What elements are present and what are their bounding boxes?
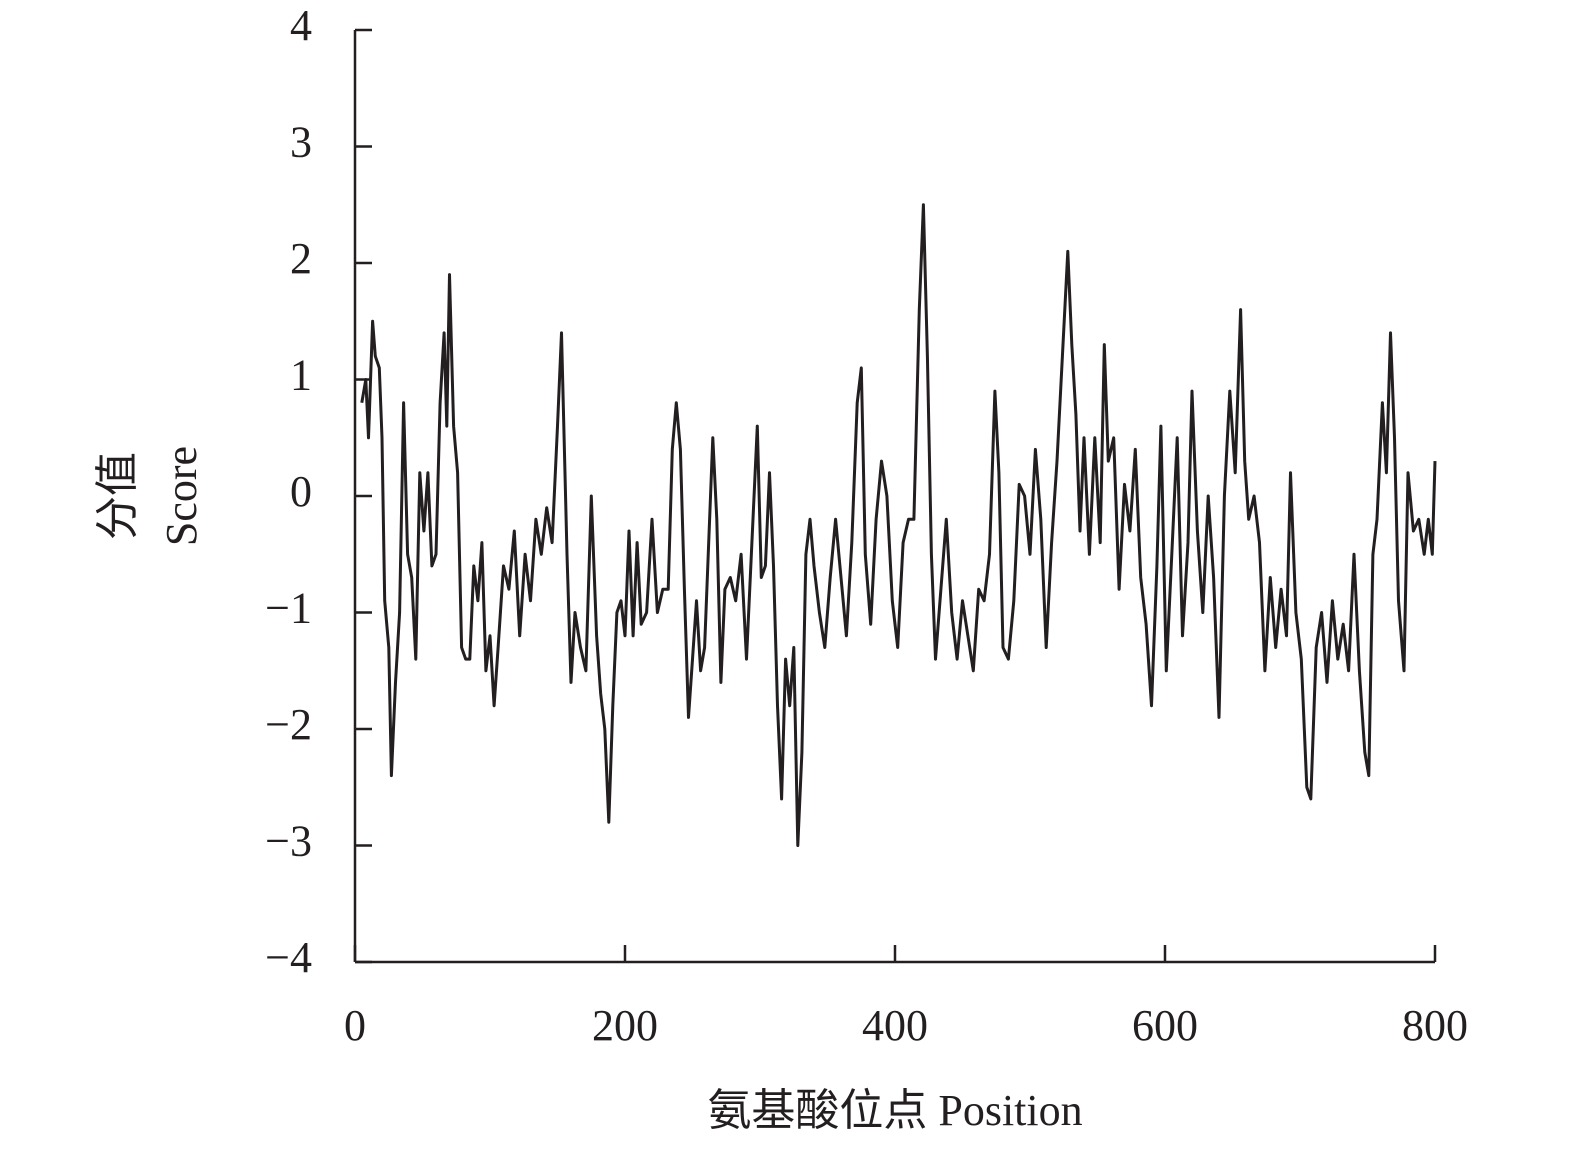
y-tick-label: 4 xyxy=(290,1,312,50)
y-tick-label: −3 xyxy=(265,817,312,866)
x-axis-title: 氨基酸位点 Position xyxy=(707,1086,1082,1135)
x-tick-label: 200 xyxy=(592,1001,658,1050)
x-tick-label: 400 xyxy=(862,1001,928,1050)
y-tick-label: −4 xyxy=(265,933,312,982)
y-tick-label: −1 xyxy=(265,584,312,633)
x-tick-label: 0 xyxy=(344,1001,366,1050)
y-tick-label: 1 xyxy=(290,351,312,400)
y-tick-label: 2 xyxy=(290,234,312,283)
data-line xyxy=(360,203,1437,847)
y-axis-title: Score xyxy=(157,446,206,546)
y-tick-label: 3 xyxy=(290,118,312,167)
x-tick-label: 800 xyxy=(1402,1001,1468,1050)
x-tick-label: 600 xyxy=(1132,1001,1198,1050)
y-axis-title: 分值 xyxy=(93,452,142,540)
y-tick-label: 0 xyxy=(290,467,312,516)
y-tick-label: −2 xyxy=(265,700,312,749)
